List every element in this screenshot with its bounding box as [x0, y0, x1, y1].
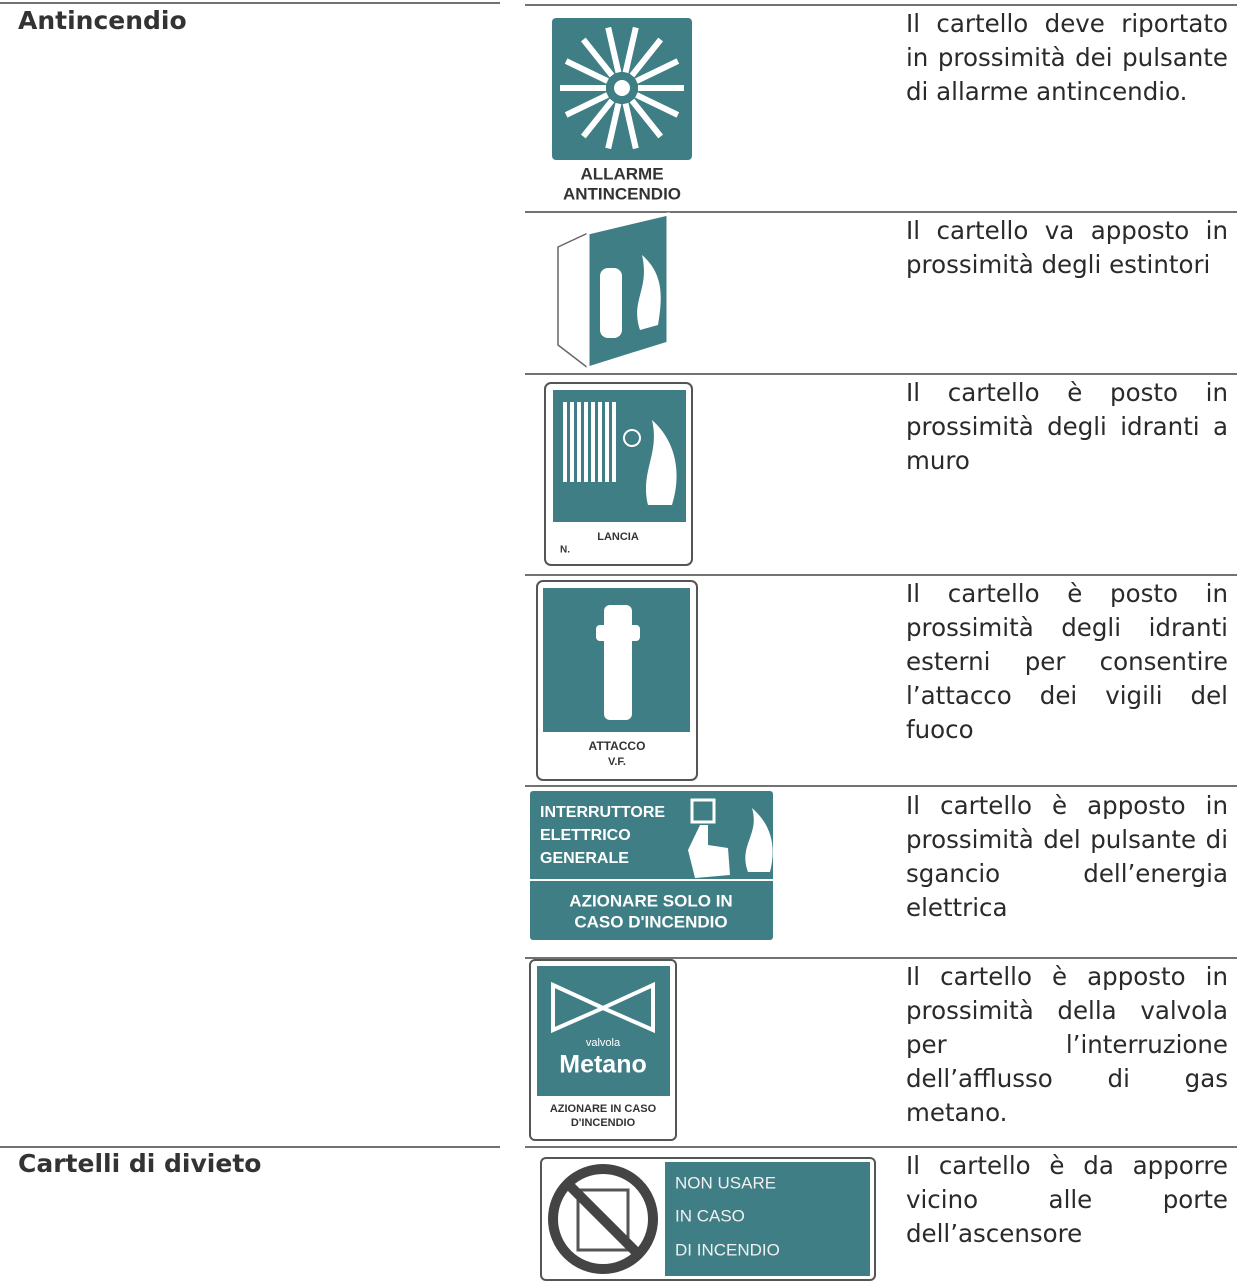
description-line: esterni per consentire	[906, 647, 1228, 676]
sign-flame	[745, 808, 773, 872]
sign-hose	[584, 402, 588, 482]
sign-text: ANTINCENDIO	[563, 184, 681, 203]
sign-side	[557, 231, 589, 370]
sign-text: N.	[560, 545, 570, 556]
sign-ray	[564, 92, 609, 118]
sign-text: V.F.	[608, 756, 626, 768]
sign-text: CASO D'INCENDIO	[574, 912, 727, 931]
description-line: muro	[906, 446, 970, 475]
sign-flame	[637, 255, 661, 330]
sign-hydrant	[604, 605, 632, 720]
sign-hose	[591, 402, 595, 482]
sign-text: AZIONARE IN CASO	[550, 1103, 657, 1115]
description-line: prossimità degli estintori	[906, 250, 1211, 279]
sign-text: Metano	[559, 1051, 647, 1079]
description-line: Il cartello deve riportato	[906, 9, 1228, 38]
description-line: dell’ascensore	[906, 1219, 1083, 1248]
description-line: Il cartello è da apporre	[906, 1151, 1228, 1180]
sign-icon	[600, 268, 622, 338]
description-line: Il cartello va apposto in	[906, 216, 1228, 245]
sign-text: DI INCENDIO	[675, 1240, 780, 1259]
description-line: l’attacco dei vigili del	[906, 681, 1228, 710]
sign-text: valvola	[586, 1037, 621, 1049]
description-line: dell’afflusso di gas	[906, 1064, 1228, 1093]
description-line: Il cartello è apposto in	[906, 962, 1228, 991]
sign-ray	[629, 37, 664, 78]
description: Il cartello è da apporre vicino alle port…	[906, 1149, 1228, 1251]
sign-text: LANCIA	[597, 531, 639, 543]
sign-dot	[614, 80, 630, 96]
sign-ray	[580, 37, 615, 78]
description-line: fuoco	[906, 715, 974, 744]
sign-ray	[629, 98, 664, 139]
sign-ray	[605, 26, 622, 74]
sign-ray	[635, 58, 680, 84]
sign-prohibition	[548, 1164, 658, 1274]
sign-hose	[598, 402, 602, 482]
description-line: prossimità degli idranti	[906, 613, 1228, 642]
sign-flame	[646, 420, 677, 505]
description-line: sgancio dell’energia	[906, 859, 1228, 888]
sign-text: ELETTRICO	[540, 827, 631, 844]
sign-text: AZIONARE SOLO IN	[569, 891, 732, 910]
sign-slash	[564, 1180, 642, 1258]
sign-ray	[622, 26, 639, 74]
description-line: in prossimità dei pulsante	[906, 43, 1228, 72]
sign-text: ALLARME	[580, 164, 663, 183]
sign-text: NON USARE	[675, 1173, 776, 1192]
sign-ray	[622, 102, 639, 150]
sign-text: GENERALE	[540, 850, 629, 867]
sign	[530, 791, 773, 940]
sign-text: ATTACCO	[589, 739, 646, 753]
description: Il cartello è posto in prossimità degli i…	[906, 577, 1228, 747]
description-line: vicino alle porte	[906, 1185, 1228, 1214]
sign-hose	[570, 402, 574, 482]
description: Il cartello deve riportato in prossimità …	[906, 7, 1228, 109]
description-line: prossimità della valvola	[906, 996, 1228, 1025]
description: Il cartello va apposto in prossimità degl…	[906, 214, 1228, 282]
description: Il cartello è apposto in prossimità del p…	[906, 789, 1228, 925]
description-line: Il cartello è posto in	[906, 378, 1228, 407]
description: Il cartello è posto in prossimità degli i…	[906, 376, 1228, 478]
section-title: Antincendio	[18, 6, 187, 35]
sign-text: D'INCENDIO	[571, 1117, 636, 1129]
sign-lift	[576, 1188, 630, 1252]
description-line: Il cartello è apposto in	[906, 791, 1228, 820]
sign-button	[690, 798, 716, 824]
description-line: Il cartello è posto in	[906, 579, 1228, 608]
description-line: metano.	[906, 1098, 1008, 1127]
sign-ray	[605, 102, 622, 150]
description-line: per l’interruzione	[906, 1030, 1228, 1059]
sign-hand	[688, 825, 730, 878]
sign-hose	[605, 402, 609, 482]
sign-ray	[635, 92, 680, 118]
description: Il cartello è apposto in prossimità della…	[906, 960, 1228, 1130]
sign-hose	[577, 402, 581, 482]
sign-hydrant	[596, 625, 640, 641]
sign-valve	[551, 981, 655, 1034]
sign-hose	[563, 402, 567, 482]
description-line: di allarme antincendio.	[906, 77, 1188, 106]
section-title: Cartelli di divieto	[18, 1149, 262, 1178]
description-line: elettrica	[906, 893, 1008, 922]
sign-ray	[564, 58, 609, 84]
sign-ray	[580, 98, 615, 139]
description-line: prossimità degli idranti a	[906, 412, 1228, 441]
sign-text: IN CASO	[675, 1206, 745, 1225]
sign-text: INTERRUTTORE	[540, 804, 665, 821]
description-line: prossimità del pulsante di	[906, 825, 1228, 854]
sign	[665, 1162, 870, 1276]
sign-reel	[623, 429, 641, 447]
sign-hose	[612, 402, 616, 482]
